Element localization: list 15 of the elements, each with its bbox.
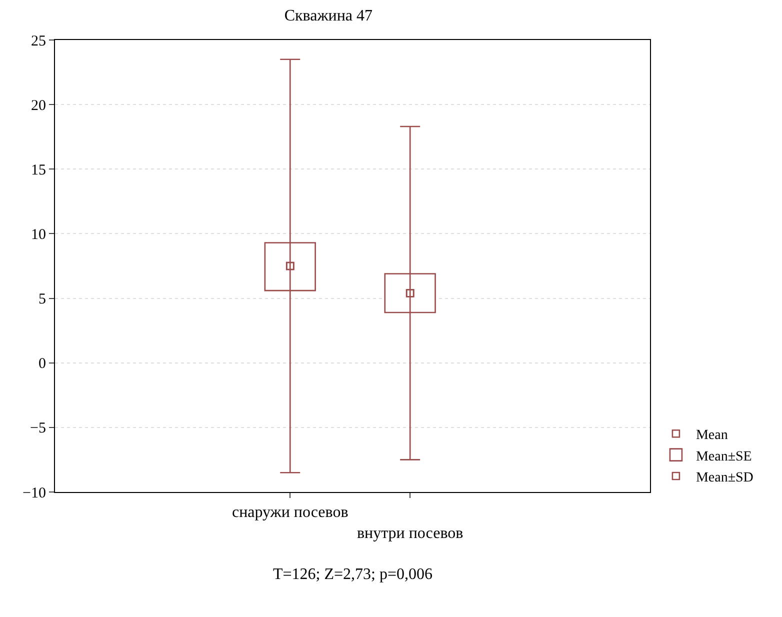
y-tick-label: 5: [38, 292, 46, 308]
y-tick-label: 10: [31, 226, 46, 243]
y-tick-label: 25: [31, 33, 46, 50]
y-tick-label: −5: [30, 420, 46, 437]
y-tick-label: 15: [31, 162, 46, 178]
x-tick-label: снаружи посевов: [232, 504, 349, 522]
chart-title: Скважина 47: [284, 7, 373, 24]
y-tick-label: −10: [22, 485, 46, 502]
legend-label: Mean±SD: [696, 470, 754, 486]
legend-label: Mean: [696, 428, 728, 444]
text: T=126; Z=2,73; p=0,006: [273, 566, 433, 583]
x-tick-label: внутри посевов: [356, 525, 464, 542]
legend-label: Mean±SE: [696, 449, 752, 464]
y-tick-label: 0: [38, 356, 46, 372]
y-tick-label: 20: [31, 98, 46, 114]
